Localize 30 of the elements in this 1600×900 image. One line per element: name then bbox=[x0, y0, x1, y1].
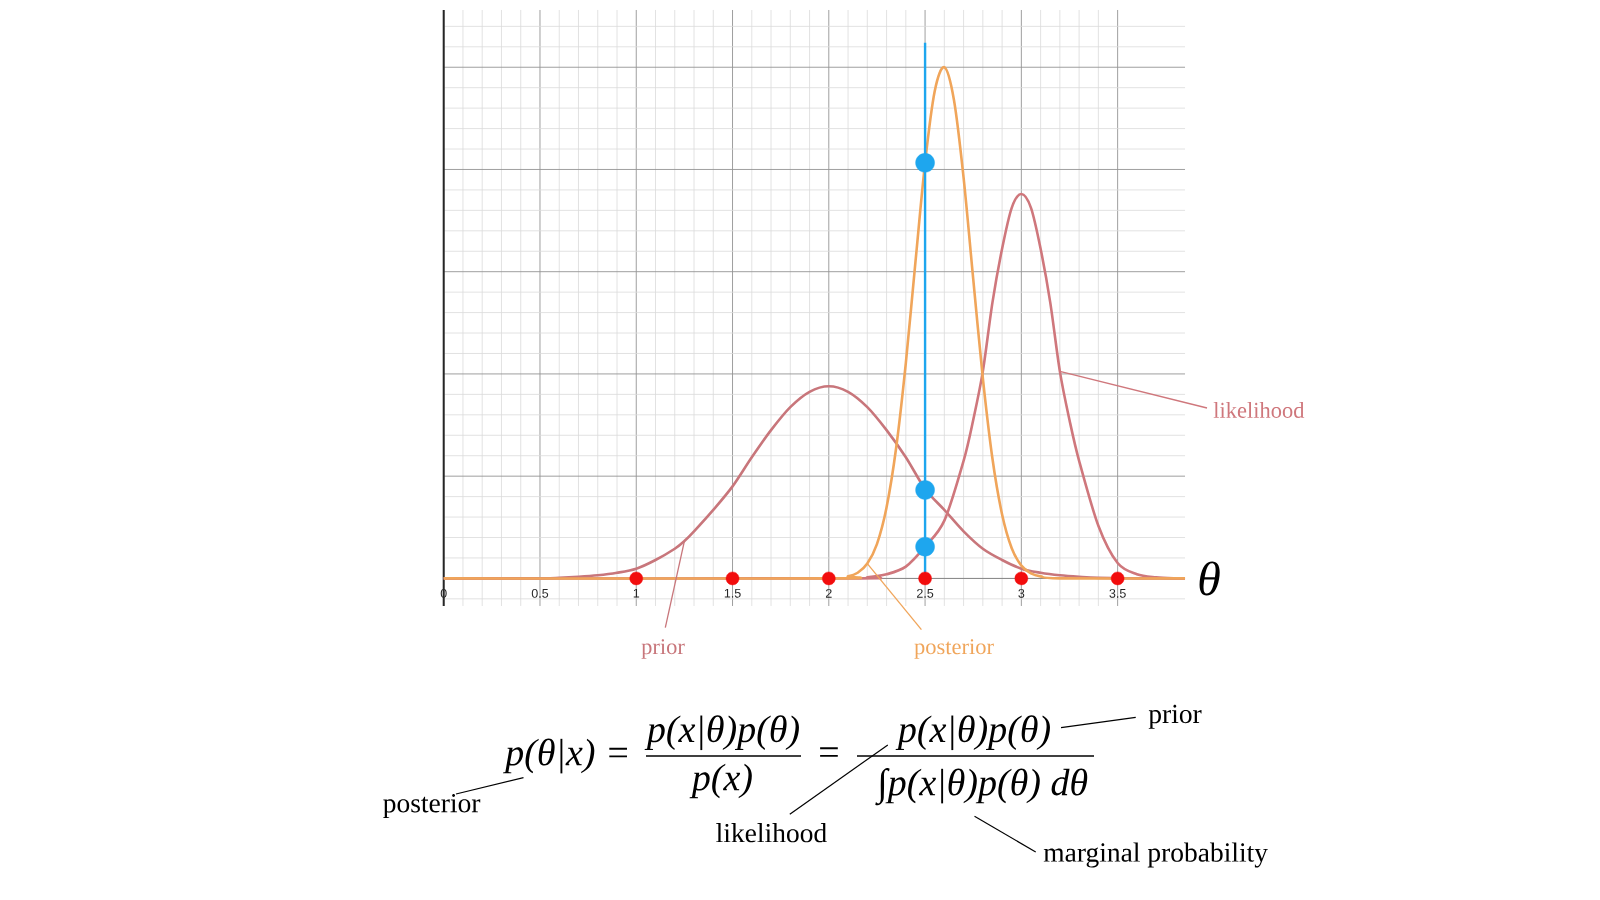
x-tick-label: 1.5 bbox=[724, 588, 741, 598]
x-tick-label: 3.5 bbox=[1109, 588, 1126, 598]
point bbox=[915, 480, 935, 500]
point bbox=[629, 571, 643, 586]
point bbox=[822, 571, 836, 586]
text: = bbox=[820, 747, 838, 757]
text: likelihood bbox=[716, 823, 827, 843]
text: likelihood bbox=[1213, 402, 1305, 418]
text: p(x|θ)p(θ) bbox=[644, 715, 799, 751]
point bbox=[918, 571, 932, 586]
text: p(x|θ)p(θ) bbox=[895, 715, 1050, 751]
x-tick-label: 2 bbox=[825, 588, 832, 598]
text: posterior bbox=[383, 793, 481, 819]
point bbox=[725, 571, 740, 586]
x-axis-title: θ bbox=[1199, 561, 1220, 596]
x-tick-label: 2.5 bbox=[917, 588, 934, 598]
text: posterior bbox=[914, 639, 994, 659]
x-tick-label: 3 bbox=[1018, 588, 1025, 598]
point bbox=[1014, 571, 1029, 586]
text: marginal probability bbox=[1043, 842, 1268, 868]
text: p(x) bbox=[689, 763, 752, 799]
x-tick-label: 0.5 bbox=[531, 588, 549, 598]
text: prior bbox=[1148, 704, 1202, 729]
text: prior bbox=[641, 639, 685, 659]
point bbox=[1110, 571, 1125, 586]
x-tick-label: 1 bbox=[633, 588, 640, 598]
text: p(θ|x) = bbox=[502, 738, 627, 774]
point bbox=[915, 537, 935, 557]
point bbox=[915, 153, 935, 173]
text: ∫p(x|θ)p(θ) dθ bbox=[875, 768, 1088, 806]
